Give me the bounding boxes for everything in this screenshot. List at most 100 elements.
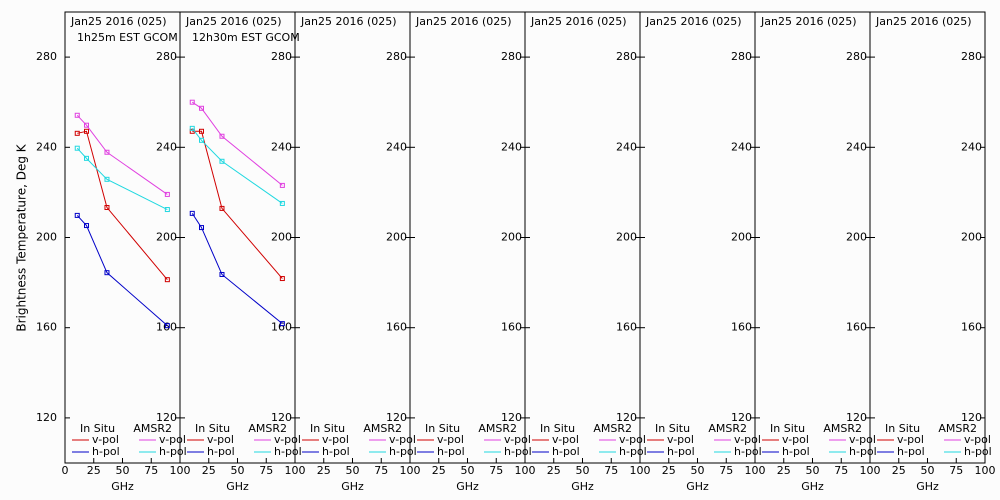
y-tick-label: 200: [156, 231, 177, 244]
legend-group: In Situ: [80, 422, 115, 435]
marker: [74, 130, 80, 136]
y-tick-label: 160: [846, 321, 867, 334]
marker: [189, 125, 195, 131]
x-tick-label: 75: [719, 464, 733, 477]
legend-label: h-pol: [619, 445, 647, 458]
y-tick-label: 200: [501, 231, 522, 244]
marker: [219, 271, 225, 277]
x-tick-label: 25: [892, 464, 906, 477]
legend-label: h-pol: [964, 445, 992, 458]
y-tick-label: 120: [156, 411, 177, 424]
legend-group: In Situ: [540, 422, 575, 435]
panel-subtitle: 12h30m EST GCOM: [192, 31, 300, 44]
y-tick-label: 160: [616, 321, 637, 334]
y-tick-label: 280: [36, 50, 57, 63]
series-line: [191, 213, 283, 325]
x-axis-label: GHz: [341, 480, 364, 493]
legend-label: h-pol: [897, 445, 925, 458]
legend-group: In Situ: [655, 422, 690, 435]
y-tick-label: 240: [616, 140, 637, 153]
marker: [199, 225, 205, 231]
legend-label: h-pol: [389, 445, 417, 458]
marker: [219, 158, 225, 164]
y-tick-label: 240: [961, 140, 982, 153]
y-tick-label: 200: [846, 231, 867, 244]
x-tick-label: 75: [144, 464, 158, 477]
marker: [279, 200, 285, 206]
legend-group: AMSR2: [248, 422, 287, 435]
x-tick-label: 25: [662, 464, 676, 477]
marker: [84, 155, 90, 161]
y-tick-label: 280: [156, 50, 177, 63]
marker: [164, 277, 170, 283]
y-tick-label: 200: [36, 231, 57, 244]
y-tick-label: 160: [501, 321, 522, 334]
legend-group: In Situ: [195, 422, 230, 435]
x-tick-label: 75: [834, 464, 848, 477]
legend-group: AMSR2: [133, 422, 172, 435]
marker: [74, 112, 80, 118]
y-tick-label: 280: [501, 50, 522, 63]
y-tick-label: 160: [271, 321, 292, 334]
x-tick-label: 100: [515, 464, 536, 477]
x-tick-label: 0: [62, 464, 69, 477]
marker: [84, 128, 90, 134]
marker: [84, 223, 90, 229]
y-tick-label: 280: [616, 50, 637, 63]
legend-label: v-pol: [782, 433, 809, 446]
legend-label: v-pol: [667, 433, 694, 446]
panel-title: Jan25 2016 (025): [300, 15, 397, 28]
y-tick-label: 160: [961, 321, 982, 334]
legend-label: h-pol: [437, 445, 465, 458]
marker: [219, 133, 225, 139]
y-tick-label: 240: [156, 140, 177, 153]
y-tick-label: 240: [846, 140, 867, 153]
y-tick-label: 120: [616, 411, 637, 424]
marker: [74, 145, 80, 151]
legend-label: v-pol: [897, 433, 924, 446]
y-tick-label: 200: [616, 231, 637, 244]
y-tick-label: 160: [731, 321, 752, 334]
series-line: [192, 130, 283, 279]
marker: [104, 205, 110, 211]
legend-label: v-pol: [207, 433, 234, 446]
series-line: [76, 114, 168, 195]
legend-label: h-pol: [322, 445, 350, 458]
y-tick-label: 120: [271, 411, 292, 424]
series-line: [76, 215, 168, 327]
panel-subtitle: 1h25m EST GCOM: [77, 31, 178, 44]
y-tick-label: 120: [961, 411, 982, 424]
x-tick-label: 75: [489, 464, 503, 477]
marker: [279, 321, 285, 327]
x-tick-label: 100: [285, 464, 306, 477]
panel-title: Jan25 2016 (025): [70, 15, 167, 28]
x-tick-label: 25: [202, 464, 216, 477]
marker: [74, 212, 80, 218]
marker: [279, 276, 285, 282]
y-tick-label: 120: [501, 411, 522, 424]
y-tick-label: 240: [731, 140, 752, 153]
legend-group: AMSR2: [363, 422, 402, 435]
y-tick-label: 200: [386, 231, 407, 244]
series-line: [191, 101, 283, 186]
x-tick-label: 50: [346, 464, 360, 477]
x-axis-label: GHz: [916, 480, 939, 493]
legend-label: v-pol: [437, 433, 464, 446]
marker: [164, 191, 170, 197]
y-tick-label: 240: [386, 140, 407, 153]
x-tick-label: 50: [231, 464, 245, 477]
y-tick-label: 160: [36, 321, 57, 334]
legend-label: v-pol: [849, 433, 876, 446]
y-tick-label: 160: [386, 321, 407, 334]
x-tick-label: 100: [860, 464, 881, 477]
x-axis-label: GHz: [801, 480, 824, 493]
legend-label: v-pol: [552, 433, 579, 446]
y-tick-label: 120: [36, 411, 57, 424]
x-tick-label: 50: [691, 464, 705, 477]
marker: [279, 182, 285, 188]
marker: [199, 105, 205, 111]
x-tick-label: 25: [777, 464, 791, 477]
legend-group: AMSR2: [593, 422, 632, 435]
legend-group: AMSR2: [478, 422, 517, 435]
